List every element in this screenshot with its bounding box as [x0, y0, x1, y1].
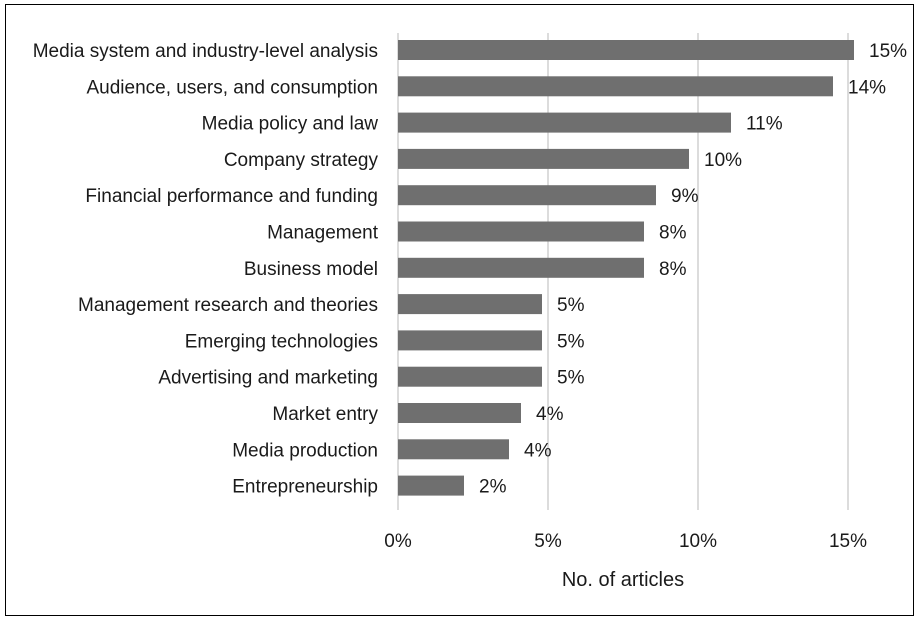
x-tick-label: 15% [829, 531, 867, 552]
value-label: 14% [848, 77, 886, 98]
value-label: 10% [704, 150, 742, 171]
value-label: 5% [557, 368, 585, 389]
x-axis-title: No. of articles [562, 569, 684, 591]
category-label: Market entry [272, 404, 378, 425]
value-label: 5% [557, 331, 585, 352]
value-label: 4% [536, 404, 564, 425]
value-label: 5% [557, 295, 585, 316]
bar [398, 221, 644, 242]
category-label: Company strategy [224, 150, 379, 171]
bar [398, 294, 542, 315]
value-label: 15% [869, 41, 907, 62]
category-label: Audience, users, and consumption [86, 77, 378, 98]
bar [398, 76, 833, 97]
bar [398, 185, 656, 206]
category-labels: Media system and industry-level analysis… [33, 41, 379, 498]
category-label: Media policy and law [202, 114, 379, 135]
value-label: 9% [671, 186, 699, 207]
x-tick-label: 5% [534, 531, 562, 552]
category-label: Management [267, 223, 379, 244]
bars [398, 40, 854, 496]
category-label: Entrepreneurship [232, 477, 378, 498]
value-label: 11% [746, 114, 783, 135]
x-tick-labels: 0% 5% 10% 15% [384, 531, 867, 552]
value-label: 4% [524, 440, 552, 461]
value-labels: 15% 14% 11%10%9% 8% 8% 5% 5% 5% 4% 4% 2% [479, 41, 907, 498]
x-tick-label: 0% [384, 531, 412, 552]
bar [398, 366, 542, 387]
x-tick-label: 10% [679, 531, 717, 552]
bar [398, 148, 689, 169]
bar [398, 475, 464, 496]
bar [398, 112, 731, 133]
category-label: Media production [232, 440, 378, 461]
bar [398, 330, 542, 351]
bar [398, 40, 854, 60]
value-label: 8% [659, 223, 687, 244]
bar [398, 439, 509, 460]
category-label: Financial performance and funding [85, 186, 378, 207]
category-label: Emerging technologies [185, 331, 378, 352]
bar [398, 403, 521, 423]
category-label: Advertising and marketing [158, 368, 378, 389]
bar [398, 257, 644, 278]
value-label: 2% [479, 477, 507, 498]
value-label: 8% [659, 259, 687, 280]
category-label: Business model [244, 259, 378, 280]
category-label: Media system and industry-level analysis [33, 41, 378, 62]
category-label: Management research and theories [78, 295, 378, 316]
